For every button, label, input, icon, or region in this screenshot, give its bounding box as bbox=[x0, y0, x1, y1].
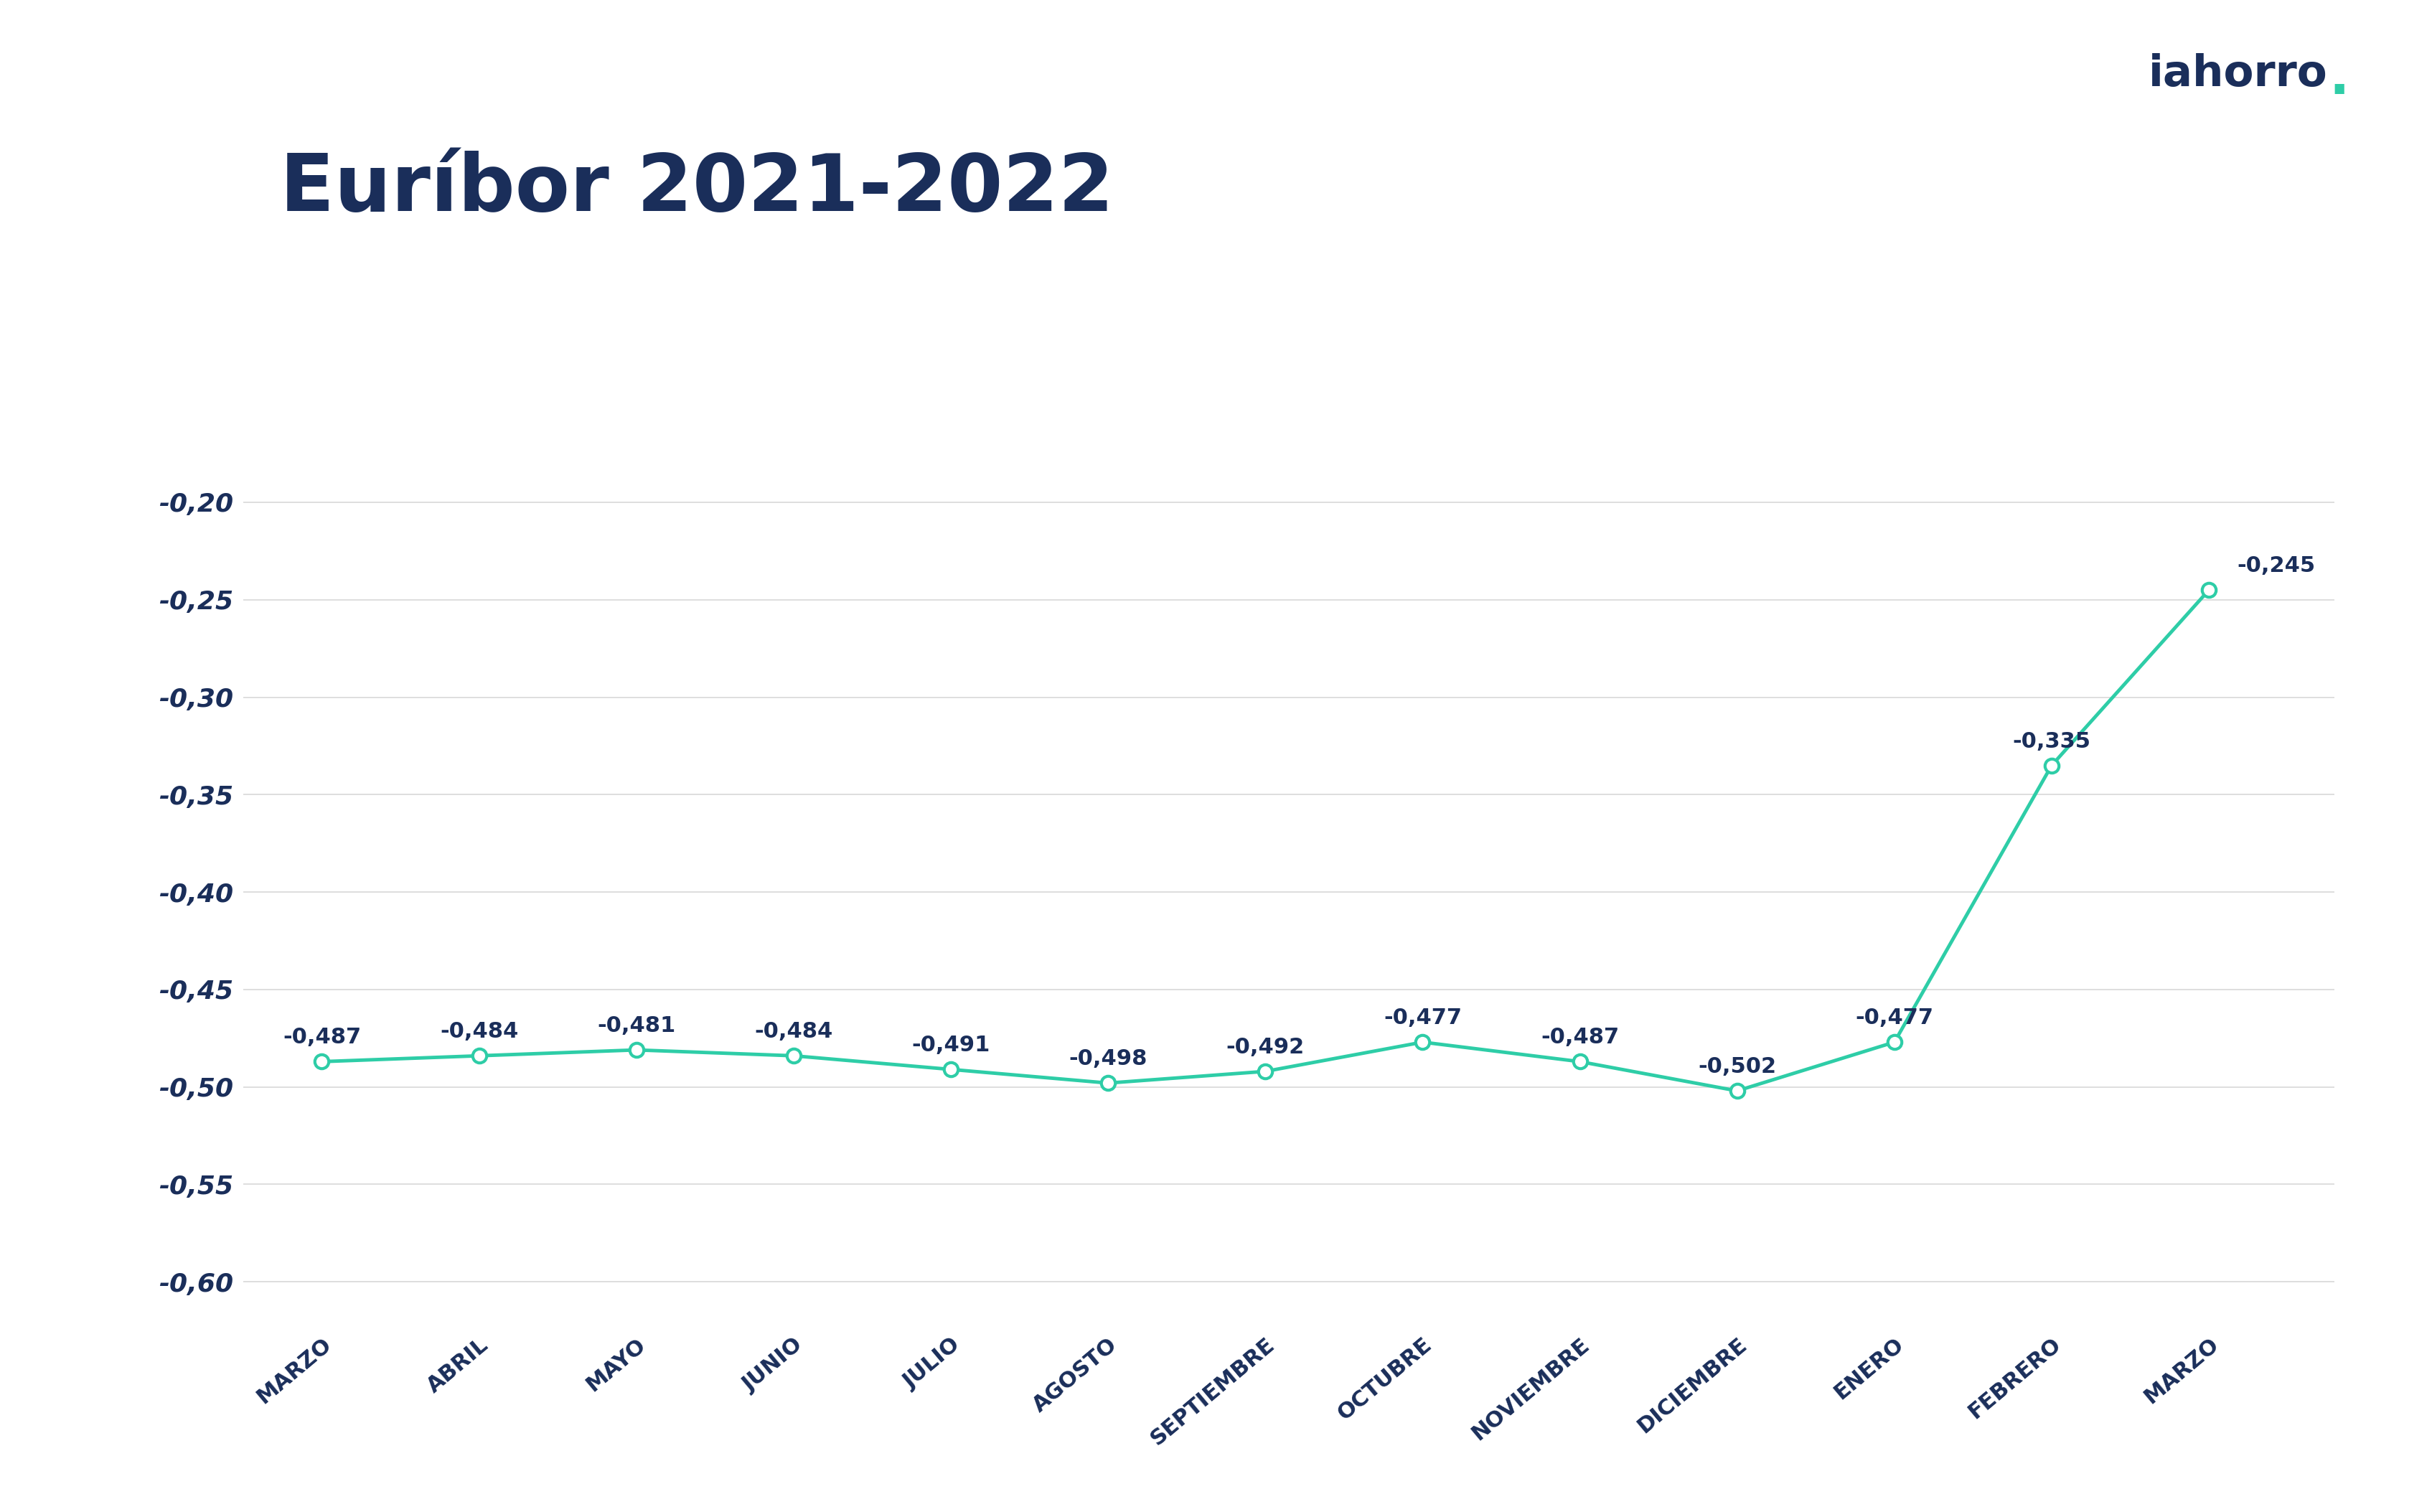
Text: -0,498: -0,498 bbox=[1070, 1049, 1148, 1069]
Text: -0,484: -0,484 bbox=[440, 1021, 518, 1042]
Text: -0,492: -0,492 bbox=[1226, 1037, 1304, 1058]
Text: -0,481: -0,481 bbox=[598, 1016, 676, 1036]
Text: -0,491: -0,491 bbox=[912, 1036, 990, 1055]
Text: iahorro: iahorro bbox=[2147, 53, 2327, 95]
Text: -0,502: -0,502 bbox=[1698, 1057, 1775, 1077]
Text: -0,487: -0,487 bbox=[1542, 1027, 1620, 1048]
Text: -0,484: -0,484 bbox=[754, 1021, 832, 1042]
Text: -0,487: -0,487 bbox=[282, 1027, 360, 1048]
Text: -0,477: -0,477 bbox=[1384, 1007, 1462, 1028]
Text: -0,477: -0,477 bbox=[1856, 1007, 1933, 1028]
Text: -0,335: -0,335 bbox=[2014, 730, 2092, 751]
Text: Euríbor 2021-2022: Euríbor 2021-2022 bbox=[280, 151, 1114, 227]
Text: -0,245: -0,245 bbox=[2237, 555, 2315, 576]
Text: .: . bbox=[2327, 53, 2349, 106]
